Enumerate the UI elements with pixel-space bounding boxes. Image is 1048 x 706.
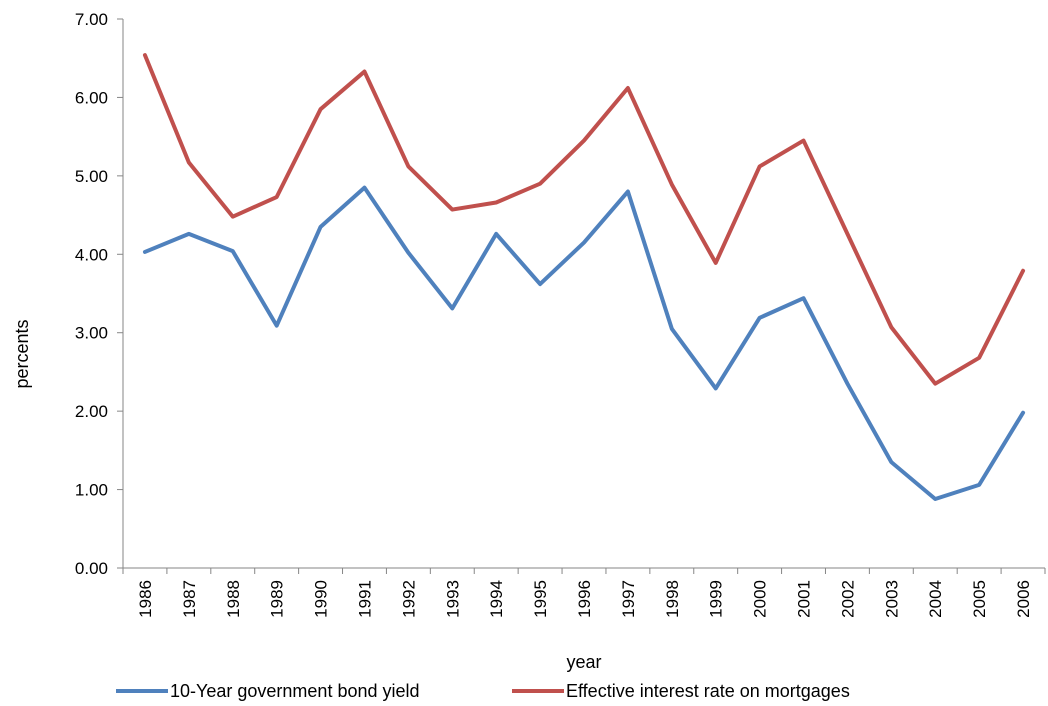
- x-tick-label: 1987: [180, 580, 199, 618]
- x-tick-label: 1991: [355, 580, 374, 618]
- x-tick-label: 2000: [751, 580, 770, 618]
- x-tick-label: 1998: [663, 580, 682, 618]
- series-line-1: [142, 185, 1026, 501]
- x-tick-label: 1992: [399, 580, 418, 618]
- legend-label-1: 10-Year government bond yield: [170, 681, 420, 701]
- y-tick-label: 3.00: [75, 324, 108, 343]
- series-line-2: [142, 53, 1026, 386]
- y-tick-label: 6.00: [75, 88, 108, 107]
- x-tick-label: 2001: [795, 580, 814, 618]
- x-tick-label: 1993: [443, 580, 462, 618]
- legend: 10-Year government bond yield Effective i…: [116, 681, 850, 701]
- x-tick-label: 1997: [619, 580, 638, 618]
- x-tick-label: 2002: [838, 580, 857, 618]
- x-tick-label: 1990: [312, 580, 331, 618]
- x-tick-label: 2006: [1014, 580, 1033, 618]
- x-tick-label: 1996: [575, 580, 594, 618]
- y-tick-label: 4.00: [75, 245, 108, 264]
- x-axis-title: year: [566, 652, 601, 672]
- y-axis-title: percents: [12, 319, 32, 388]
- legend-label-2: Effective interest rate on mortgages: [566, 681, 850, 701]
- x-tick-label: 1988: [224, 580, 243, 618]
- y-tick-label: 1.00: [75, 481, 108, 500]
- x-tick-label: 1995: [531, 580, 550, 618]
- x-tick-label: 1986: [136, 580, 155, 618]
- x-tick-label: 2005: [970, 580, 989, 618]
- y-axis-ticks: 0.00 1.00 2.00 3.00 4.00 5.00 6.00 7.00: [75, 10, 123, 578]
- x-tick-label: 1999: [707, 580, 726, 618]
- x-axis-ticks: 1986 1987 1988 1989 1990 1991 1992 1993 1994 1995…: [122, 568, 1046, 618]
- axes: [122, 19, 1045, 569]
- y-tick-label: 5.00: [75, 167, 108, 186]
- y-tick-label: 0.00: [75, 559, 108, 578]
- x-tick-label: 1989: [268, 580, 287, 618]
- y-tick-label: 7.00: [75, 10, 108, 29]
- x-tick-label: 1994: [487, 580, 506, 618]
- x-tick-label: 2003: [882, 580, 901, 618]
- y-tick-label: 2.00: [75, 402, 108, 421]
- series-lines: [142, 53, 1026, 501]
- x-tick-label: 2004: [926, 580, 945, 618]
